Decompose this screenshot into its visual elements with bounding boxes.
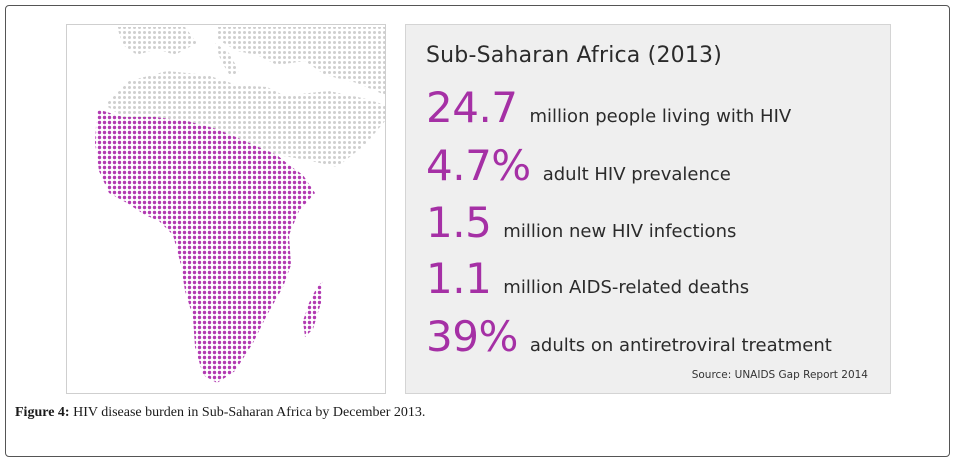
stat-row-new-infections: 1.5 million new HIV infections [426, 198, 736, 247]
stat-value: 1.5 [426, 198, 492, 247]
madagascar-landmass [303, 281, 323, 337]
stat-value: 39% [426, 312, 518, 361]
stat-row-prevalence: 4.7% adult HIV prevalence [426, 141, 731, 190]
stat-label: adults on antiretroviral treatment [529, 335, 832, 356]
stats-title: Sub-Saharan Africa (2013) [426, 43, 723, 68]
stat-label: million people living with HIV [529, 106, 792, 127]
stat-row-deaths: 1.1 million AIDS-related deaths [426, 254, 749, 303]
stat-value: 24.7 [426, 83, 518, 132]
stat-label: adult HIV prevalence [542, 164, 731, 185]
caption-label: Figure 4: [15, 405, 70, 420]
caption-text: HIV disease burden in Sub-Saharan Africa… [73, 405, 426, 420]
stat-label: million new HIV infections [503, 221, 737, 242]
stat-row-treatment: 39% adults on antiretroviral treatment [426, 312, 832, 361]
europe-landmass-east [217, 27, 385, 95]
sub-saharan-africa-landmass [95, 109, 315, 383]
dot-map-svg [95, 27, 385, 383]
stat-row-people-living: 24.7 million people living with HIV [426, 83, 791, 132]
europe-landmass [117, 27, 197, 55]
stat-value: 1.1 [426, 254, 492, 303]
figure-caption: Figure 4: HIV disease burden in Sub-Saha… [15, 405, 425, 421]
north-africa-landmass [105, 71, 313, 161]
source-note: Source: UNAIDS Gap Report 2014 [691, 369, 868, 381]
stats-panel: Sub-Saharan Africa (2013) 24.7 million p… [405, 24, 891, 394]
stat-label: million AIDS-related deaths [503, 277, 750, 298]
stat-value: 4.7% [426, 141, 531, 190]
africa-map [66, 24, 386, 394]
italy-peninsula [215, 43, 239, 77]
